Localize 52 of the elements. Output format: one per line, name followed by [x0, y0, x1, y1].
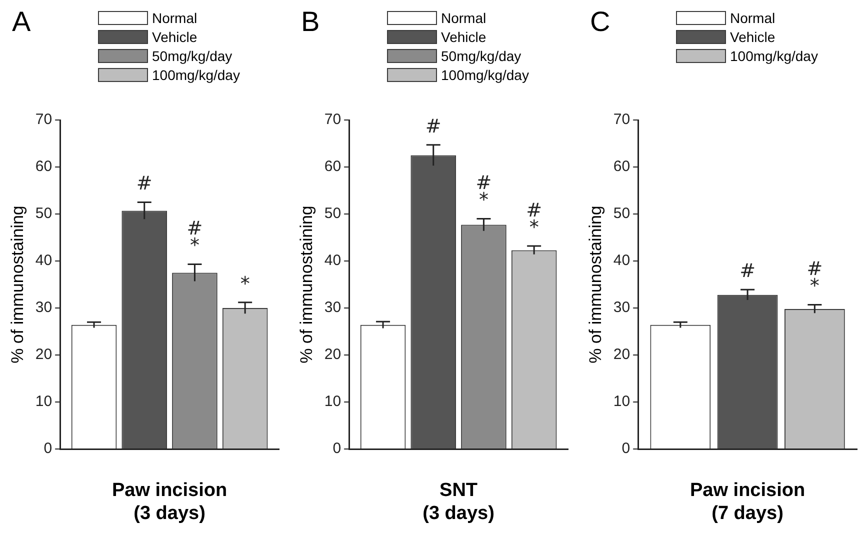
y-tick-label: 60 [613, 158, 630, 176]
legend-label: 50mg/kg/day [441, 48, 522, 64]
y-tick-label: 20 [324, 346, 342, 364]
data-label: # * [476, 172, 492, 212]
y-tick-label: 70 [324, 111, 342, 128]
legend-label: 100mg/kg/day [441, 66, 529, 82]
chart-title: A [12, 6, 31, 38]
y-tick-label: 50 [324, 205, 342, 222]
y-tick-label: 40 [613, 252, 630, 270]
data-label: # [740, 260, 756, 282]
legend-label: Vehicle [152, 28, 198, 44]
data-label: * [240, 272, 250, 295]
y-tick-label: 30 [324, 299, 342, 316]
y-tick-label: 0 [622, 440, 630, 458]
y-tick-label: 50 [613, 205, 630, 222]
y-tick-label: 70 [35, 111, 52, 128]
data-label: # * [806, 258, 823, 298]
y-tick-label: 40 [35, 252, 52, 270]
y-tick-label: 70 [613, 111, 630, 128]
y-tick-label: 0 [332, 440, 342, 458]
y-axis-title: % of immunostaining [8, 206, 27, 364]
y-tick-label: 50 [35, 205, 52, 222]
x-axis-title: SNT (3 days) [422, 480, 494, 524]
legend-label: 100mg/kg/day [730, 48, 818, 64]
data-label: # * [186, 218, 203, 257]
y-tick-label: 0 [44, 440, 52, 458]
legend-label: Normal [152, 10, 198, 26]
y-tick-label: 10 [35, 393, 52, 410]
y-tick-label: 20 [613, 346, 630, 364]
y-axis-title: % of immunostaining [586, 206, 605, 364]
x-axis-title: Paw incision (7 days) [690, 480, 806, 524]
y-axis-title: % of immunostaining [296, 206, 316, 364]
data-label: # [136, 172, 152, 195]
chart-title: C [590, 6, 610, 38]
y-tick-label: 10 [324, 393, 342, 410]
y-tick-label: 30 [35, 299, 52, 316]
legend-label: 50mg/kg/day [152, 48, 232, 64]
chart-title: B [301, 6, 320, 38]
y-tick-label: 20 [35, 346, 52, 364]
legend-label: Normal [730, 10, 776, 26]
y-tick-label: 30 [613, 299, 630, 316]
y-tick-label: 60 [324, 158, 342, 176]
x-axis-title: Paw incision (3 days) [112, 480, 228, 524]
legend-label: Vehicle [441, 28, 486, 44]
y-tick-label: 40 [324, 252, 342, 270]
y-tick-label: 60 [35, 158, 52, 176]
legend-label: Vehicle [730, 28, 776, 44]
y-tick-label: 10 [613, 393, 630, 410]
legend-label: Normal [441, 10, 486, 26]
data-label: # [425, 115, 442, 138]
legend-label: 100mg/kg/day [152, 66, 240, 82]
data-label: # * [526, 199, 542, 238]
